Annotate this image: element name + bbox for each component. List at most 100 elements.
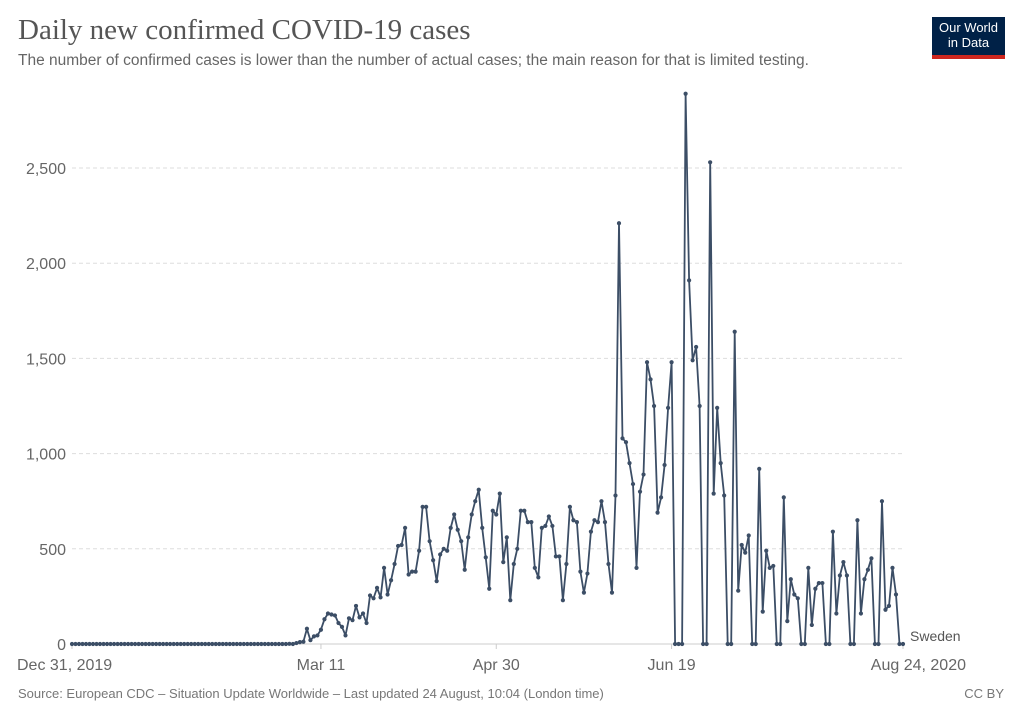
data-point [213, 641, 218, 647]
data-point [388, 578, 394, 583]
data-point [210, 641, 215, 647]
data-point [490, 508, 495, 513]
data-point [816, 580, 821, 586]
data-point [613, 493, 618, 498]
data-point [73, 641, 78, 647]
data-point [865, 567, 871, 572]
data-point [203, 641, 208, 647]
data-point [497, 491, 502, 496]
data-point [630, 481, 636, 487]
x-tick-label: Jun 19 [648, 657, 696, 674]
data-point [581, 590, 587, 595]
y-axis-ticks: 0 500 1,000 1,500 2,000 2,500 [26, 161, 66, 654]
data-point [848, 641, 853, 647]
data-point [641, 472, 646, 477]
data-point [248, 641, 253, 647]
data-point [94, 641, 99, 647]
data-point [546, 514, 551, 519]
data-point [771, 563, 776, 569]
y-tick-label: 1,500 [26, 351, 66, 368]
owid-logo[interactable]: Our World in Data [932, 17, 1005, 59]
data-point [87, 641, 92, 647]
data-point [799, 641, 804, 647]
data-point [483, 555, 488, 560]
series-layer: Sweden [69, 91, 961, 647]
data-point [140, 641, 145, 647]
data-point [76, 641, 82, 647]
data-point [452, 512, 457, 517]
data-point [553, 554, 558, 559]
data-point [318, 627, 324, 632]
license-link[interactable]: CC BY [964, 686, 1004, 701]
y-tick-label: 0 [57, 637, 66, 654]
x-tick-label: Aug 24, 2020 [871, 657, 966, 674]
data-point [238, 641, 243, 647]
data-point [252, 641, 257, 647]
data-point [504, 535, 509, 540]
data-point [585, 571, 590, 576]
data-point [90, 641, 96, 647]
data-point [80, 641, 85, 647]
data-point [662, 462, 667, 468]
series-label: Sweden [910, 628, 961, 644]
data-point [378, 595, 383, 600]
data-point [722, 493, 727, 498]
y-tick-label: 1,000 [26, 447, 66, 464]
data-point [539, 525, 544, 530]
data-point [441, 546, 446, 551]
data-point [192, 641, 197, 647]
data-point [417, 548, 422, 553]
data-point [876, 641, 881, 647]
data-point [599, 499, 604, 504]
data-point [304, 626, 310, 631]
data-point [886, 603, 892, 609]
data-point [346, 616, 352, 621]
data-point [462, 567, 467, 572]
y-tick-label: 2,000 [26, 256, 66, 273]
data-point [283, 641, 288, 647]
data-point [718, 461, 723, 466]
data-point [189, 641, 194, 647]
data-point [427, 539, 432, 544]
data-point [399, 542, 404, 548]
data-point [487, 586, 492, 591]
data-point [637, 489, 643, 494]
data-point [830, 529, 835, 534]
data-point [476, 487, 481, 492]
data-point [672, 641, 678, 647]
data-point [431, 558, 436, 563]
data-point [438, 552, 443, 557]
data-point [511, 561, 516, 567]
data-point [276, 641, 281, 647]
data-point [245, 641, 250, 647]
data-point [315, 633, 320, 638]
data-point [178, 641, 183, 647]
x-tick-label: Apr 30 [473, 657, 520, 674]
data-point [834, 611, 839, 616]
data-point [588, 529, 594, 534]
data-point [294, 640, 299, 646]
data-point [851, 641, 857, 647]
data-point [658, 495, 664, 500]
data-point [536, 575, 541, 580]
data-point [704, 641, 709, 647]
data-point [708, 160, 713, 165]
data-point [578, 569, 583, 574]
data-point [543, 523, 548, 529]
data-point [767, 565, 772, 570]
data-point [385, 592, 390, 597]
data-point [115, 641, 120, 647]
data-point [175, 641, 180, 647]
data-point [760, 609, 765, 614]
data-point [827, 641, 832, 647]
data-point [508, 598, 513, 603]
data-point [715, 405, 720, 411]
data-point [101, 641, 106, 647]
data-point [381, 565, 387, 570]
data-point [869, 556, 874, 561]
data-point [150, 641, 155, 647]
x-tick-label: Mar 11 [297, 657, 346, 674]
data-point [466, 535, 471, 540]
data-point [445, 548, 450, 553]
data-point [522, 508, 527, 513]
